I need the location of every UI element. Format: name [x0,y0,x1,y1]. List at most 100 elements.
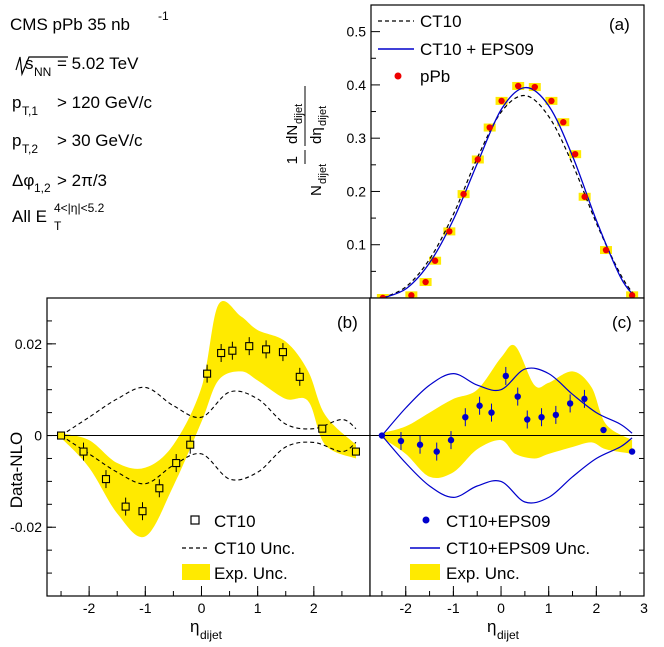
xtick-label-b: 1 [254,600,262,616]
ppb-point [531,83,538,91]
panel-b-ylabel: Data-NLO [7,432,26,509]
ct10-point [186,440,195,449]
eps09-point [502,372,510,380]
info-dphi: > 2π/3 [57,171,107,190]
ct10-point [228,346,237,355]
eps09-point [628,448,636,455]
ylabel-n-sub: dijet [317,164,329,184]
info-pt1: > 120 GeV/c [57,93,152,112]
xtick-label-c: -2 [400,600,413,616]
ct10-point [245,342,254,351]
ppb-point [446,228,453,235]
ylabel-one: 1 [284,156,301,164]
xtick-label-c: 2 [592,600,600,616]
info-block: CMS pPb 35 nb -1 s NN = 5.02 TeV p T,1 >… [10,9,169,233]
ppb-point [408,292,415,299]
eps09-curve-a [382,86,636,299]
eps09-point [476,402,483,409]
eps09-point [447,436,455,444]
eps09-point [538,414,545,421]
xtick-label-c: 1 [545,600,553,616]
panel-a: 0.1 0.2 0.3 0.4 0.5 (a) CT10 CT10 + EPS09 pP… [284,4,645,302]
legend-a-eps09: CT10 + EPS09 [420,40,534,59]
panel-b-ticks: -2 -1 0 1 2 0.02 0 -0.02 [10,320,343,616]
ytick-label-a: 0.4 [347,77,367,93]
panel-a-ylabel: 1 N dijet dN dijet dη dijet [284,86,329,196]
ytick-label-b: -0.02 [10,519,42,535]
unc-upper-c [381,367,633,436]
ct10-point [217,348,226,358]
legend-b-ct10-marker [190,515,200,525]
eps09-point [581,395,588,403]
unc-upper-b [60,386,357,436]
info-dphi-symbol: Δφ [12,171,34,190]
ppb-point [514,82,522,90]
ylabel-deta-sub: dijet [317,106,329,126]
eps09-point [433,448,440,455]
sqrt-sign-icon [15,56,68,77]
panel-c-data-layer [370,344,644,504]
ct10-point [295,372,304,381]
panel-c-label: (c) [612,313,632,332]
xtick-label-c: -1 [447,600,460,616]
unc-lower-b [60,435,357,485]
panel-b-xlabel-sub: dijet [200,628,223,642]
ppb-point [548,97,555,105]
legend-c-eps09: CT10+EPS09 [446,512,550,531]
ct10-point [203,369,212,378]
eps09-point [552,411,560,419]
info-header-sup: -1 [158,9,169,23]
ppb-point [581,193,588,200]
panel-c: -2 -1 0 1 2 3 (c) CT10+EPS09 CT10+EPS09 Unc. … [369,297,648,642]
ct10-point [101,475,111,484]
ppb-point [431,257,439,264]
legend-a-ppb: pPb [420,67,450,86]
info-s-symbol: s [25,54,34,73]
ct10-point [318,424,327,433]
ppb-point [460,190,467,198]
legend-b-unc: CT10 Unc. [214,539,295,558]
panel-c-xlabel: η [487,617,496,636]
panel-c-xlabel-sub: dijet [497,628,520,642]
legend-a-ct10: CT10 [420,12,462,31]
panel-a-label: (a) [609,15,630,34]
xtick-label-c: 3 [640,600,648,616]
info-energy-sub: NN [34,65,51,79]
ytick-label-b: 0.02 [15,336,42,352]
ppb-point [560,119,567,126]
info-allet-sup: 4<|η|<5.2 [54,201,105,215]
legend-c-exp-swatch [410,564,440,580]
ppb-point [498,97,505,105]
eps09-point [600,426,607,434]
ct10-point [121,502,130,511]
ppb-point [628,292,636,299]
info-energy: = 5.02 TeV [57,54,139,73]
xtick-label-b: 0 [198,600,206,616]
legend-c-exp: Exp. Unc. [446,564,520,583]
eps09-point [524,416,531,423]
ytick-label-a: 0.1 [347,237,367,253]
xtick-label-b: -1 [139,600,152,616]
unc-lower-c [381,435,633,504]
legend-c-eps09-marker [422,516,430,524]
info-header: CMS pPb 35 nb [10,15,130,34]
ylabel-deta: dη [308,127,325,144]
info-allet-sub: T [54,219,62,233]
ct10-point [155,484,164,493]
eps09-point [416,441,424,448]
info-pt2-sub: T,2 [22,142,38,156]
legend-b-exp-swatch [182,564,210,580]
eps09-point [488,409,495,416]
eps09-point [462,414,469,421]
eps09-point [514,393,521,400]
ytick-label-a: 0.3 [347,130,367,146]
panel-a-ticks: 0.1 0.2 0.3 0.4 0.5 [347,4,380,272]
panel-b-xlabel: η [190,617,199,636]
legend-a-ppb-marker [394,72,402,80]
exp-unc-band-c [381,344,633,479]
ppb-point [422,278,429,286]
xtick-label-b: 2 [310,600,318,616]
info-dphi-sub: 1,2 [34,181,51,195]
ct10-point [172,458,181,468]
